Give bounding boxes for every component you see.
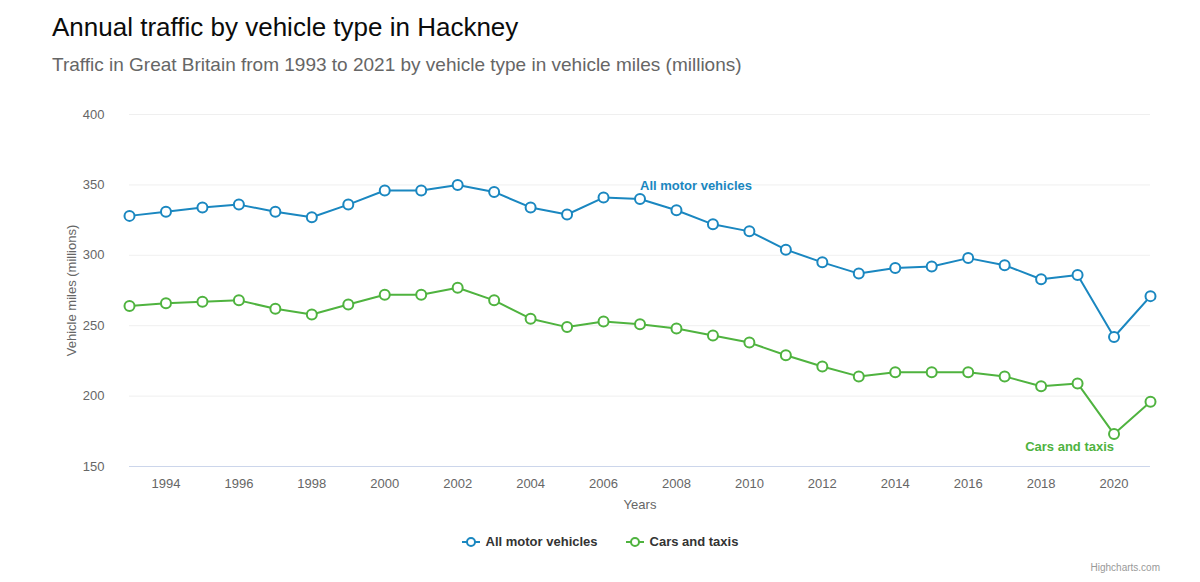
svg-text:2008: 2008 bbox=[662, 476, 691, 491]
svg-text:2000: 2000 bbox=[370, 476, 399, 491]
svg-text:2004: 2004 bbox=[516, 476, 545, 491]
svg-text:Years: Years bbox=[624, 497, 657, 512]
html-text:Annual traffic by vehicle type: Annual traffic by vehicle type in Hackne… bbox=[52, 12, 519, 42]
svg-text:2016: 2016 bbox=[954, 476, 983, 491]
svg-text:200: 200 bbox=[83, 388, 105, 403]
html-text:All motor vehicles: All motor vehicles bbox=[485, 534, 598, 549]
svg-text:400: 400 bbox=[83, 107, 105, 122]
svg-text:300: 300 bbox=[83, 247, 105, 262]
svg-text:Vehicle miles (millions): Vehicle miles (millions) bbox=[64, 225, 79, 356]
svg-text:350: 350 bbox=[83, 177, 105, 192]
svg-text:2018: 2018 bbox=[1027, 476, 1056, 491]
html-text:Traffic in Great Britain from: Traffic in Great Britain from 1993 to 20… bbox=[52, 54, 742, 75]
svg-text:All motor vehicles: All motor vehicles bbox=[640, 178, 752, 193]
svg-text:250: 250 bbox=[83, 318, 105, 333]
svg-text:2006: 2006 bbox=[589, 476, 618, 491]
html-text:Highcharts.com: Highcharts.com bbox=[1090, 562, 1160, 573]
svg-text:2002: 2002 bbox=[443, 476, 472, 491]
svg-text:1996: 1996 bbox=[224, 476, 253, 491]
svg-text:150: 150 bbox=[83, 459, 105, 474]
svg-text:1998: 1998 bbox=[297, 476, 326, 491]
svg-text:2014: 2014 bbox=[881, 476, 910, 491]
svg-text:2010: 2010 bbox=[735, 476, 764, 491]
svg-text:2012: 2012 bbox=[808, 476, 837, 491]
svg-text:1994: 1994 bbox=[152, 476, 181, 491]
svg-text:2020: 2020 bbox=[1100, 476, 1129, 491]
svg-text:Cars and taxis: Cars and taxis bbox=[1025, 439, 1114, 454]
html-text:Cars and taxis: Cars and taxis bbox=[649, 534, 739, 549]
